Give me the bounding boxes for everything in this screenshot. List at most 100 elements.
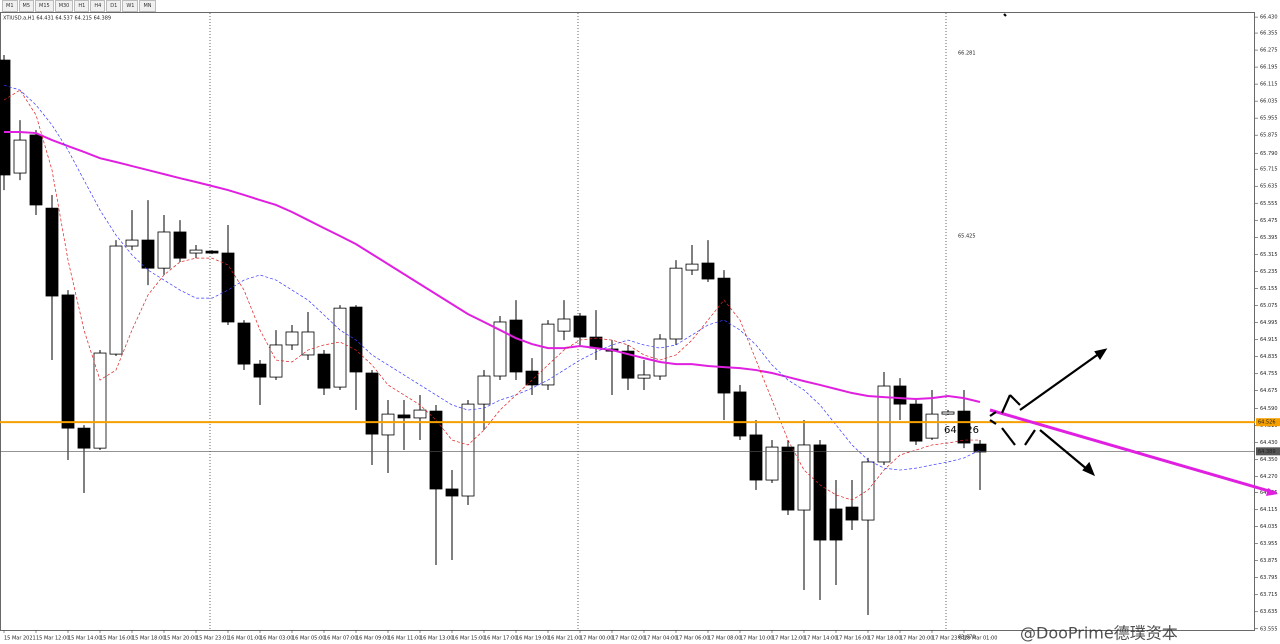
y-tick-label: 66.195	[1260, 65, 1278, 71]
candle-body	[797, 444, 811, 511]
y-tick-label: 65.790	[1260, 151, 1278, 157]
y-tick-label: 66.275	[1260, 48, 1278, 54]
x-tick-label: 15 Mar 12:00	[36, 636, 69, 642]
timeframe-button[interactable]: MN	[139, 0, 156, 12]
x-tick-label: 16 Mar 11:00	[388, 636, 421, 642]
candle-body	[477, 375, 491, 405]
y-tick-label: 63.635	[1260, 609, 1278, 615]
candle-body	[93, 352, 107, 449]
y-tick-label: 64.995	[1260, 320, 1278, 326]
x-tick-label: 15 Mar 23:01	[196, 636, 229, 642]
x-tick-label: 16 Mar 03:00	[260, 636, 293, 642]
y-tick-label: 64.430	[1260, 440, 1278, 446]
candle-body	[381, 413, 395, 436]
x-tick-label: 16 Mar 07:00	[324, 636, 357, 642]
candle-body	[45, 207, 59, 297]
y-tick-label: 64.755	[1260, 371, 1278, 377]
y-tick-label: 64.350	[1260, 457, 1278, 463]
candle-body	[765, 446, 779, 481]
x-tick-label: 18 Mar 01:00	[964, 636, 997, 642]
candle-body	[173, 231, 187, 259]
timeframe-button[interactable]: H1	[74, 0, 90, 12]
candle-body	[29, 134, 43, 206]
candle-body	[493, 321, 507, 377]
candle-body	[205, 250, 219, 254]
x-tick-label: 17 Mar 08:00	[708, 636, 741, 642]
x-tick-label: 17 Mar 18:00	[868, 636, 901, 642]
x-tick-label: 16 Mar 05:00	[292, 636, 325, 642]
x-tick-label: 15 Mar 14:00	[68, 636, 101, 642]
price-annotation: 65.425	[958, 234, 976, 240]
y-tick-label: 66.115	[1260, 82, 1278, 88]
x-tick-label: 17 Mar 04:00	[644, 636, 677, 642]
candle-body	[749, 434, 763, 481]
candle-body	[445, 488, 459, 497]
x-tick-label: 16 Mar 19:00	[516, 636, 549, 642]
y-tick-label: 64.915	[1260, 337, 1278, 343]
x-tick-label: 17 Mar 14:00	[804, 636, 837, 642]
candle-body	[717, 277, 731, 394]
candle-body	[813, 444, 827, 541]
x-tick-label: 15 Mar 20:00	[164, 636, 197, 642]
x-tick-label: 17 Mar 06:00	[676, 636, 709, 642]
price-label: 64.389	[1258, 449, 1276, 455]
candle-body	[157, 231, 171, 269]
y-tick-label: 65.475	[1260, 218, 1278, 224]
candle-body	[525, 370, 539, 386]
candle-body	[461, 403, 475, 497]
candle-body	[877, 385, 891, 463]
y-tick-label: 64.835	[1260, 354, 1278, 360]
timeframe-button[interactable]: M15	[35, 0, 54, 12]
timeframe-button[interactable]: M1	[2, 0, 18, 12]
chart-header: XTIUSD.a,H1 64.431 64.537 64.215 64.389	[3, 16, 111, 22]
timeframe-button[interactable]: M30	[54, 0, 74, 12]
x-tick-label: 17 Mar 23:01	[932, 636, 965, 642]
price-label-box	[1256, 418, 1280, 427]
indicator-line	[3, 84, 981, 471]
candle-body	[733, 391, 747, 437]
y-tick-label: 65.395	[1260, 235, 1278, 241]
timeframe-button[interactable]: W1	[122, 0, 139, 12]
y-tick-label: 66.430	[1260, 15, 1278, 21]
candle-body	[781, 446, 795, 511]
x-tick-label: 16 Mar 17:00	[484, 636, 517, 642]
y-tick-label: 65.075	[1260, 303, 1278, 309]
watermark: @DooPrime德璞资本	[1020, 624, 1178, 643]
candle-body	[285, 331, 299, 346]
candle-body	[413, 409, 427, 419]
candle-body	[637, 374, 651, 379]
candle-body	[221, 252, 235, 323]
level-callout: 64.526	[944, 425, 979, 436]
y-tick-label: 64.035	[1260, 524, 1278, 530]
timeframe-button[interactable]: H4	[90, 0, 106, 12]
timeframe-button[interactable]: M5	[18, 0, 34, 12]
indicator-line	[4, 130, 981, 403]
candle-body	[189, 249, 203, 254]
x-tick-label: 16 Mar 13:00	[420, 636, 453, 642]
candle-body	[141, 239, 155, 269]
candle-body	[845, 506, 859, 521]
candle-body	[333, 307, 347, 388]
y-tick-label: 66.035	[1260, 99, 1278, 105]
candle-body	[253, 363, 267, 378]
x-tick-label: 17 Mar 16:00	[836, 636, 869, 642]
x-tick-label: 17 Mar 00:00	[580, 636, 613, 642]
candle-body	[269, 344, 283, 378]
x-tick-label: 15 Mar 18:00	[132, 636, 165, 642]
candle-body	[893, 385, 907, 405]
x-tick-label: 15 Mar 16:00	[100, 636, 133, 642]
x-tick-label: 17 Mar 20:00	[900, 636, 933, 642]
y-tick-label: 66.355	[1260, 31, 1278, 37]
timeframe-button[interactable]: D1	[106, 0, 122, 12]
y-tick-label: 65.555	[1260, 201, 1278, 207]
candle-body	[109, 245, 123, 355]
candle-body	[957, 410, 971, 444]
price-annotation: 66.281	[958, 51, 976, 57]
x-tick-label: 16 Mar 15:00	[452, 636, 485, 642]
candle-body	[349, 306, 363, 373]
candle-body	[653, 338, 667, 377]
drawn-annotations	[989, 13, 1278, 496]
price-annotation: 63.670	[958, 635, 976, 641]
candle-body	[541, 323, 555, 386]
